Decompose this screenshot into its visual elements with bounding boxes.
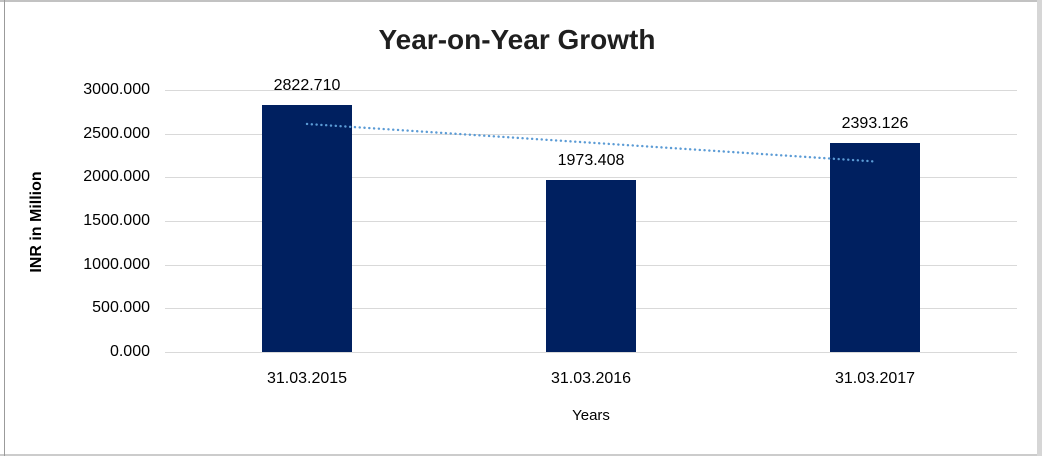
y-tick-label: 0.000: [109, 343, 150, 360]
data-label: 1973.408: [557, 151, 625, 169]
gridline: [165, 177, 1017, 179]
chart-title: Year-on-Year Growth: [378, 24, 656, 55]
x-category-label: 31.03.2017: [834, 370, 916, 387]
y-tick-label: 2500.000: [83, 124, 150, 142]
gridline: [165, 133, 1017, 135]
plot-area: Years 2822.710 31.03.2015 1973.408 31.03.20…: [165, 77, 1017, 424]
top-border: [0, 0, 1042, 2]
trendline: [305, 122, 877, 163]
bar-31.03.2017: [830, 143, 920, 352]
y-tick-label: 1500.000: [83, 212, 150, 229]
right-border: [1037, 0, 1042, 456]
bottom-border: [0, 454, 1042, 456]
gridline: [165, 352, 1017, 353]
left-border: [4, 0, 5, 456]
y-axis-title: INR in Million: [28, 171, 45, 273]
data-label: 2393.126: [841, 115, 909, 132]
data-label: 2822.710: [273, 77, 341, 95]
x-category-label: 31.03.2015: [266, 370, 348, 387]
y-tick-label: 2000.000: [83, 168, 150, 186]
y-tick-label: 1000.000: [83, 255, 150, 273]
bar-31.03.2016: [546, 179, 636, 352]
bar-31.03.2015: [262, 105, 352, 352]
x-axis-title: Years: [572, 407, 610, 424]
x-category-label: 31.03.2016: [550, 370, 632, 387]
gridline: [165, 90, 1017, 91]
y-tick-label: 3000.000: [83, 81, 150, 98]
y-tick-label: 500.000: [92, 299, 150, 317]
